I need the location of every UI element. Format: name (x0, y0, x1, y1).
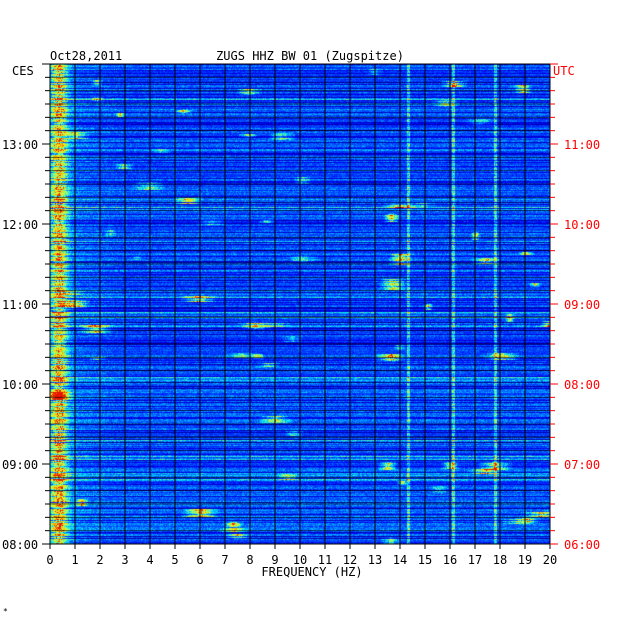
left-time-label: 13:00 (2, 138, 38, 152)
left-time-label: 11:00 (2, 298, 38, 312)
x-tick-label: 4 (146, 553, 153, 567)
x-tick-label: 17 (468, 553, 482, 567)
x-axis-label: FREQUENCY (HZ) (261, 565, 362, 579)
right-time-label: 11:00 (564, 138, 600, 152)
x-tick-label: 5 (171, 553, 178, 567)
x-tick-label: 15 (418, 553, 432, 567)
x-tick-label: 0 (46, 553, 53, 567)
left-time-label: 08:00 (2, 538, 38, 552)
x-tick-label: 11 (318, 553, 332, 567)
x-tick-label: 18 (493, 553, 507, 567)
right-time-label: 08:00 (564, 378, 600, 392)
left-time-label: 09:00 (2, 458, 38, 472)
left-time-label: 10:00 (2, 378, 38, 392)
x-tick-label: 14 (393, 553, 407, 567)
x-tick-label: 1 (71, 553, 78, 567)
right-time-label: 10:00 (564, 218, 600, 232)
right-time-label: 07:00 (564, 458, 600, 472)
grid-lines (49, 64, 551, 544)
left-timezone-label: CES (12, 64, 34, 78)
x-tick-label: 2 (96, 553, 103, 567)
x-tick-label: 8 (246, 553, 253, 567)
axes: 0 1 2 3 4 5 6 7 8 9 10 11 12 13 14 15 16 17 18 19 2013:0012:… (2, 63, 600, 567)
x-tick-label: 6 (196, 553, 203, 567)
chart-title: ZUGS HHZ BW 01 (Zugspitze) (216, 49, 404, 63)
x-tick-label: 3 (121, 553, 128, 567)
right-time-label: 09:00 (564, 298, 600, 312)
x-tick-label: 13 (368, 553, 382, 567)
x-tick-label: 12 (343, 553, 357, 567)
date-label: Oct28,2011 (50, 49, 122, 63)
right-time-label: 06:00 (564, 538, 600, 552)
left-time-label: 12:00 (2, 218, 38, 232)
x-tick-label: 16 (443, 553, 457, 567)
x-tick-label: 20 (543, 553, 557, 567)
footer-mark: * (3, 607, 8, 616)
x-tick-label: 7 (221, 553, 228, 567)
right-timezone-label: UTC (553, 64, 575, 78)
x-tick-label: 10 (293, 553, 307, 567)
x-tick-label: 9 (271, 553, 278, 567)
x-tick-label: 19 (518, 553, 532, 567)
